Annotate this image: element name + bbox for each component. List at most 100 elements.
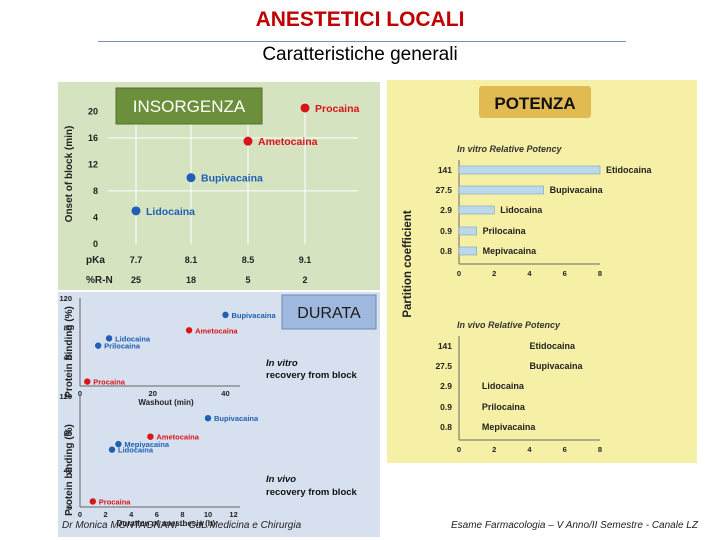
onset-y-tick-label: 20 — [88, 106, 98, 116]
invivo-potency-title: In vivo Relative Potency — [457, 320, 561, 330]
invivo-x-tick-label: 4 — [129, 510, 134, 519]
onset-y-tick-label: 8 — [93, 186, 98, 196]
invivo-potency-x-tick-label: 0 — [457, 445, 461, 454]
invivo-point-ametocaina — [147, 433, 154, 440]
invitro-potency-bar-lidocaina — [458, 205, 495, 215]
durata-badge — [281, 294, 377, 330]
invivo-point-bupivacaina — [204, 415, 212, 422]
invitro-point-procaina — [84, 378, 91, 385]
duration-chart: Protein binding (%)Protein binding (%)40… — [58, 292, 380, 537]
invivo-potency-x-tick-label: 2 — [492, 445, 496, 454]
invitro-potency-value-label: 2.9 — [440, 205, 452, 215]
footer-left: Dr Monica MONTAGNANI – CdL Medicina e Ch… — [62, 520, 302, 531]
invitro-point-label: Lidocaina — [115, 334, 151, 343]
invitro-potency-value-label: 141 — [438, 165, 452, 175]
invivo-annotation-2: recovery from block — [266, 487, 358, 498]
invivo-potency-x-tick-label: 6 — [563, 445, 567, 454]
onset-y-tick-label: 0 — [93, 239, 98, 249]
invitro-potency-x-tick-label: 4 — [527, 269, 532, 278]
invitro-x-axis-label: Washout (min) — [138, 398, 194, 407]
invivo-point-label: Ametocaina — [156, 433, 199, 442]
invitro-y-tick-label: 80 — [64, 323, 72, 332]
invivo-point-label: Procaina — [99, 497, 132, 506]
invitro-potency-x-tick-label: 6 — [563, 269, 567, 278]
invivo-y-tick-label: 120 — [59, 392, 72, 401]
invivo-x-tick-label: 2 — [104, 510, 108, 519]
invitro-point-lidocaina — [105, 335, 113, 342]
invitro-point-label: Bupivacaina — [231, 311, 276, 320]
onset-point-lidocaina — [131, 206, 141, 216]
invivo-x-tick-label: 12 — [229, 510, 237, 519]
invitro-potency-x-tick-label: 2 — [492, 269, 496, 278]
onset-point-label: Procaina — [315, 103, 360, 115]
invivo-potency-bar-label: Mepivacaina — [482, 422, 537, 432]
invitro-potency-value-label: 27.5 — [435, 185, 452, 195]
potency-panel-bg — [387, 80, 697, 463]
page-title: ANESTETICI LOCALI — [255, 8, 465, 31]
invivo-potency-bar-label: Prilocaina — [482, 402, 526, 412]
invivo-potency-value-label: 2.9 — [440, 381, 452, 391]
onset-pka-tick: 8.5 — [242, 255, 255, 265]
invitro-annotation: In vitro — [266, 358, 298, 369]
duration-panel-bg — [58, 292, 380, 537]
invitro-potency-value-label: 0.9 — [440, 226, 452, 236]
onset-rn-tick: 5 — [245, 275, 250, 285]
invivo-point-procaina — [89, 498, 96, 505]
onset-y-tick-label: 4 — [93, 212, 98, 222]
invivo-x-tick-label: 6 — [155, 510, 159, 519]
invitro-point-label: Prilocaina — [104, 342, 141, 351]
invitro-y-tick-label: 120 — [59, 294, 72, 303]
invivo-potency-bar-label: Bupivacaina — [530, 361, 584, 371]
invitro-potency-bar-etidocaina — [458, 165, 601, 175]
onset-y-axis-label: Onset of block (min) — [64, 126, 75, 223]
invitro-x-tick-label: 20 — [149, 389, 157, 398]
invivo-potency-value-label: 141 — [438, 341, 452, 351]
invivo-y-tick-label: 80 — [64, 429, 72, 438]
invivo-potency-bar-label: Lidocaina — [482, 381, 525, 391]
invivo-potency-value-label: 0.8 — [440, 422, 452, 432]
invitro-y-axis-label: Protein binding (%) — [64, 306, 75, 398]
invitro-y-tick-label: 40 — [64, 353, 72, 362]
onset-pka-label: pKa — [86, 255, 105, 266]
onset-pka-tick: 7.7 — [130, 255, 143, 265]
onset-y-tick-label: 16 — [88, 133, 98, 143]
invitro-x-tick-label: 0 — [78, 389, 82, 398]
onset-point-label: Lidocaina — [146, 206, 195, 218]
potenza-badge-label: POTENZA — [494, 94, 575, 113]
invivo-point-lidocaina — [108, 446, 116, 453]
invitro-potency-x-tick-label: 8 — [598, 269, 602, 278]
invitro-potency-bar-label: Etidocaina — [606, 165, 653, 175]
invitro-point-ametocaina — [185, 327, 193, 334]
onset-rn-tick: 25 — [131, 275, 141, 285]
invivo-y-tick-label: 40 — [64, 466, 72, 475]
invivo-x-tick-label: 10 — [204, 510, 212, 519]
invitro-point-bupivacaina — [222, 311, 229, 319]
onset-point-bupivacaina — [186, 173, 196, 183]
insorgenza-badge-label: INSORGENZA — [133, 97, 246, 116]
invivo-y-tick-label: 0 — [68, 503, 72, 512]
invivo-potency-value-label: 0.9 — [440, 402, 452, 412]
potency-y-axis-label: Partition coefficient — [402, 210, 414, 318]
onset-rn-tick: 18 — [186, 275, 196, 285]
invivo-annotation: In vivo — [266, 474, 296, 485]
invitro-potency-bar-label: Mepivacaina — [483, 246, 538, 256]
onset-point-label: Bupivacaina — [201, 173, 263, 185]
onset-y-tick-label: 12 — [88, 159, 98, 169]
invitro-x-tick-label: 40 — [221, 389, 229, 398]
invivo-point-label: Bupivacaina — [214, 414, 259, 423]
invitro-potency-bar-prilocaina — [458, 226, 477, 236]
invivo-potency-value-label: 27.5 — [435, 361, 452, 371]
invivo-point-mepivacaina — [115, 440, 122, 448]
onset-point-procaina — [300, 103, 310, 113]
onset-rn-tick: 2 — [302, 275, 307, 285]
invivo-y-axis-label: Protein binding (%) — [64, 424, 75, 516]
invitro-potency-bar-label: Lidocaina — [500, 205, 543, 215]
invivo-potency-x-tick-label: 4 — [527, 445, 532, 454]
invivo-point-label: Lidocaina — [118, 446, 154, 455]
invivo-potency-bar-label: Etidocaina — [530, 341, 577, 351]
invitro-potency-value-label: 0.8 — [440, 246, 452, 256]
onset-rn-label: %R-N — [86, 275, 113, 286]
page-subtitle: Caratteristiche generali — [262, 44, 458, 65]
invitro-potency-title: In vitro Relative Potency — [457, 144, 563, 154]
insorgenza-badge — [115, 87, 263, 125]
